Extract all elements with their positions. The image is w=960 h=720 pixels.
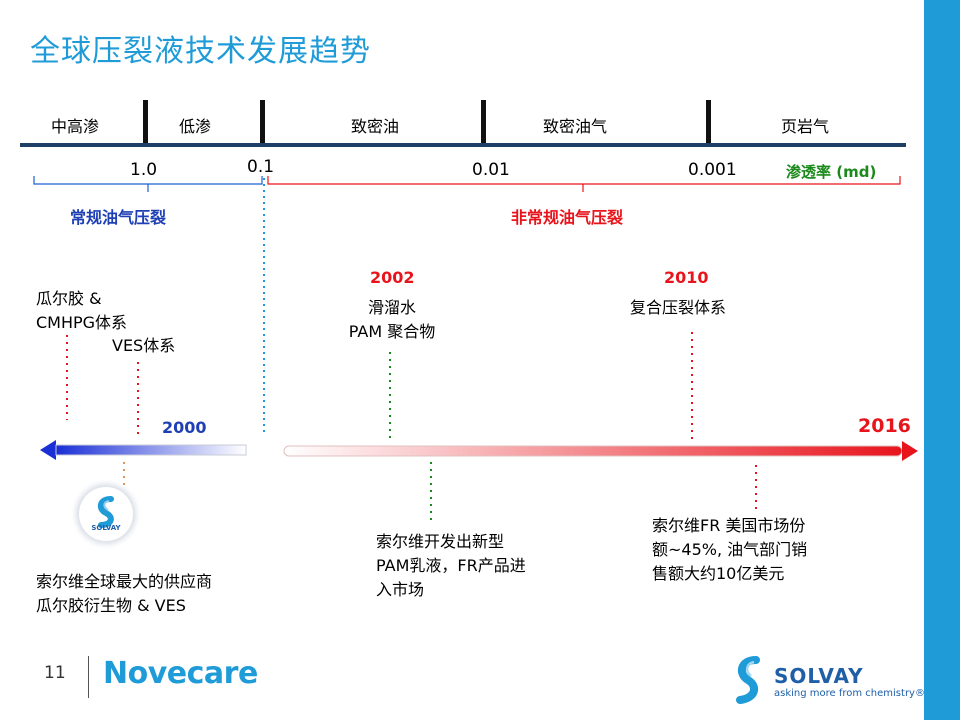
fr-label-line2: 额~45%, 油气部门销 <box>652 540 808 559</box>
solvay-badge-text: SOLVAY <box>91 524 121 532</box>
tick-0-001: 0.001 <box>688 160 737 180</box>
pam-label-line3: 入市场 <box>376 580 425 599</box>
permeability-label: 渗透率 (md) <box>786 163 877 181</box>
timeline-graphics <box>33 176 918 522</box>
guar-label-line2: CMHPG体系 <box>36 313 128 332</box>
year-2000: 2000 <box>162 418 207 437</box>
segment-separator <box>706 100 711 144</box>
segment-separator <box>260 100 265 144</box>
tick-0-01: 0.01 <box>472 160 510 180</box>
segment-shale-gas: 页岩气 <box>780 117 829 136</box>
segment-separator <box>481 100 486 144</box>
unconventional-brace <box>267 176 901 192</box>
pam-label-line1: 索尔维开发出新型 <box>376 532 505 551</box>
arrow-right-2016 <box>283 441 918 461</box>
segment-low: 低渗 <box>178 117 211 136</box>
footer-divider <box>88 656 89 698</box>
fr-label-line3: 售额大约10亿美元 <box>652 564 785 583</box>
right-accent-bar <box>924 0 960 720</box>
page-title: 全球压裂液技术发展趋势 <box>30 34 371 69</box>
solvay-logo-icon <box>736 656 760 704</box>
ves-label: VES体系 <box>112 336 176 355</box>
segment-tight-oil-gas: 致密油气 <box>542 117 607 136</box>
footer <box>0 645 924 720</box>
slickwater-label-line2: PAM 聚合物 <box>348 322 436 341</box>
composite-label: 复合压裂体系 <box>630 298 727 317</box>
fr-label-line1: 索尔维FR 美国市场份 <box>652 516 806 535</box>
tick-1-0: 1.0 <box>130 160 158 180</box>
tick-0-1: 0.1 <box>247 157 275 177</box>
segment-tight-oil: 致密油 <box>350 117 399 136</box>
year-2002: 2002 <box>370 268 415 287</box>
year-2010: 2010 <box>664 268 709 287</box>
year-2016: 2016 <box>858 415 911 437</box>
segment-separator <box>143 100 148 144</box>
solvay-logo-tagline: asking more from chemistry® <box>774 688 925 699</box>
permeability-axis <box>20 143 906 147</box>
category-conventional: 常规油气压裂 <box>70 208 167 227</box>
page-number: 11 <box>44 663 66 683</box>
supplier-label-line1: 索尔维全球最大的供应商 <box>36 572 213 591</box>
solvay-badge: SOLVAY <box>79 487 133 541</box>
novecare-brand: Novecare <box>103 656 258 691</box>
solvay-logo-word: SOLVAY <box>774 664 864 688</box>
category-unconventional: 非常规油气压裂 <box>511 208 624 227</box>
guar-label-line1: 瓜尔胶 & <box>36 289 102 308</box>
slickwater-label-line1: 滑溜水 <box>367 298 416 317</box>
segment-medium-high: 中高渗 <box>50 117 99 136</box>
supplier-label-line2: 瓜尔胶衍生物 & VES <box>36 596 186 615</box>
pam-label-line2: PAM乳液，FR产品进 <box>376 556 526 575</box>
solvay-s-icon <box>97 496 114 528</box>
conventional-brace <box>33 176 263 192</box>
arrow-left-2000 <box>40 440 247 460</box>
